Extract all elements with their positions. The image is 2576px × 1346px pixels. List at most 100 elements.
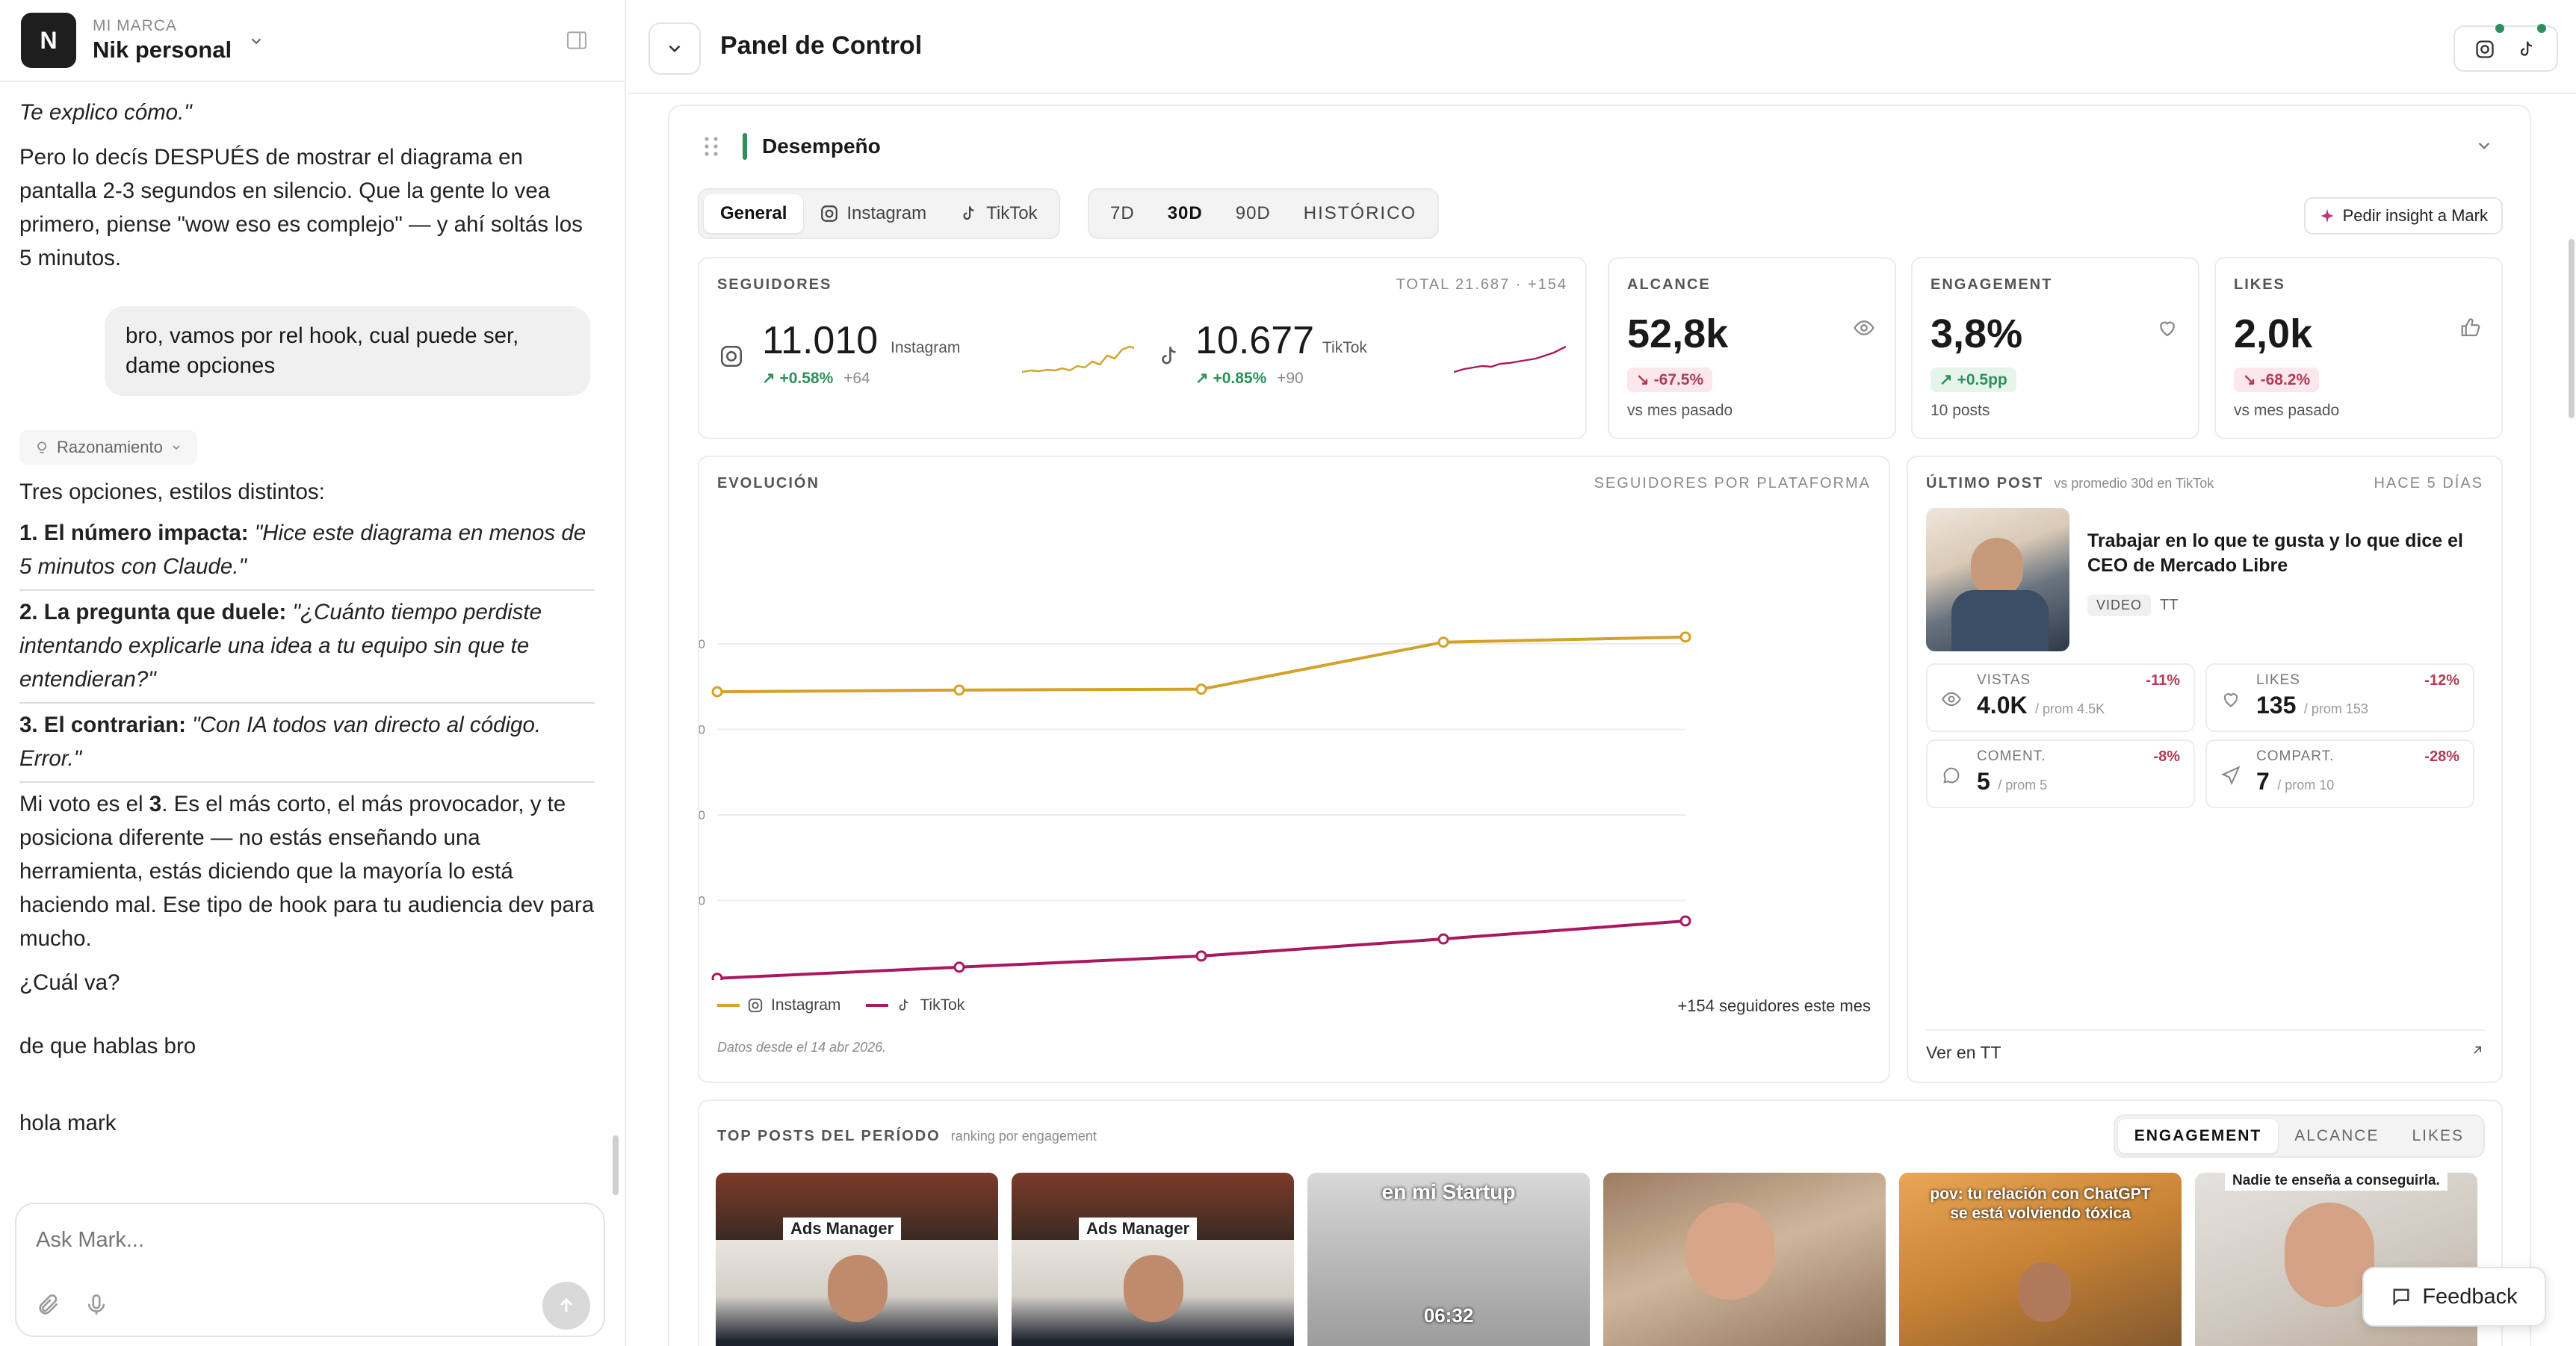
tab-label: Instagram: [846, 203, 927, 223]
post-thumbnail[interactable]: Ads Manager: [1012, 1173, 1294, 1346]
tab-engagement[interactable]: ENGAGEMENT: [2117, 1119, 2279, 1153]
collapse-button[interactable]: [648, 22, 701, 75]
chevron-down-icon[interactable]: [2474, 136, 2494, 155]
microphone-icon[interactable]: [84, 1292, 109, 1318]
option-text: "Hice este diagrama en menos de 5 minuto…: [19, 521, 586, 579]
tab-historico[interactable]: HISTÓRICO: [1303, 203, 1417, 223]
ranking-tabs: ENGAGEMENT ALCANCE LIKES: [2113, 1114, 2485, 1158]
instagram-delta: ↗ +0.58% +64: [762, 370, 870, 387]
engagement-card: ENGAGEMENT 3,8% ↗ +0.5pp 10 posts: [1911, 257, 2199, 439]
last-post-thumbnail[interactable]: [1926, 508, 2069, 651]
person-shape: [1124, 1255, 1183, 1322]
tiktok-delta: ↗ +0.85% +90: [1195, 370, 1304, 387]
thumb-up-icon: [2459, 317, 2482, 339]
metric-delta: -28%: [2424, 748, 2459, 765]
instagram-icon: [821, 205, 838, 222]
sidebar-toggle-icon[interactable]: [565, 28, 589, 52]
data-point-tiktok: [1437, 933, 1449, 945]
metric-delta: -11%: [2146, 672, 2180, 689]
followers-label: SEGUIDORES: [717, 276, 832, 293]
metric-value: 4.0K: [1977, 692, 2028, 719]
assistant-answer: Tres opciones, estilos distintos: 1. El …: [19, 475, 595, 1140]
tiktok-label: TikTok: [1322, 339, 1367, 356]
brand-logo: N: [21, 13, 76, 68]
platform-switcher: [2453, 24, 2558, 72]
kpi-label: ENGAGEMENT: [1931, 276, 2053, 293]
metric-avg: / prom 153: [2303, 701, 2368, 716]
eye-icon: [1853, 317, 1875, 339]
reasoning-toggle[interactable]: Razonamiento: [19, 430, 197, 465]
tab-30d[interactable]: 30D: [1167, 203, 1203, 223]
chat-text: Te explico cómo.": [19, 100, 192, 125]
delta-text: -68.2%: [2260, 370, 2311, 388]
metric-likes: LIKES 135 / prom 153 -12%: [2205, 663, 2474, 732]
drag-handle-icon[interactable]: [704, 136, 719, 157]
tab-instagram[interactable]: Instagram: [803, 194, 943, 233]
reasoning-label: Razonamiento: [57, 438, 163, 456]
tab-alcance[interactable]: ALCANCE: [2294, 1127, 2380, 1144]
delta-pct: +0.85%: [1213, 370, 1267, 387]
data-point-tiktok: [953, 961, 965, 973]
metric-shares: COMPART. 7 / prom 10 -28%: [2205, 739, 2474, 808]
section-accent: [743, 133, 747, 160]
chevron-down-icon[interactable]: [248, 33, 264, 49]
chat-input[interactable]: [36, 1221, 574, 1259]
metric-value-row: 7 / prom 10: [2256, 768, 2334, 795]
delta-abs: +64: [843, 370, 870, 387]
performance-card: Desempeño General Instagram TikTok 7D 30…: [668, 105, 2531, 1346]
metric-delta: -12%: [2424, 672, 2459, 689]
chevron-down-icon: [173, 445, 180, 450]
post-thumbnail[interactable]: [1603, 1173, 1886, 1346]
post-thumbnail[interactable]: pov: tu relación con ChatGPT se está vol…: [1899, 1173, 2182, 1346]
share-icon: [2220, 765, 2241, 786]
type-badge: VIDEO: [2087, 595, 2152, 616]
kpi-value: 3,8%: [1931, 311, 2023, 356]
metric-value: 135: [2256, 692, 2297, 719]
attach-icon[interactable]: [36, 1292, 61, 1318]
tab-7d[interactable]: 7D: [1110, 203, 1135, 223]
series-line-instagram: [716, 635, 1686, 694]
kpi-value: 2,0k: [2234, 311, 2313, 356]
chat-text: Tres opciones, estilos distintos:: [19, 480, 325, 504]
chevron-down-icon: [669, 45, 681, 53]
legend-label: Instagram: [771, 996, 841, 1014]
view-on-tiktok-link[interactable]: Ver en TT: [1926, 1043, 2485, 1063]
sparkle-icon: [2320, 208, 2333, 223]
top-posts-label: TOP POSTS DEL PERÍODO: [717, 1128, 941, 1144]
followers-total: TOTAL 21.687 · +154: [1396, 276, 1567, 293]
post-thumbnail[interactable]: Ads Manager: [716, 1173, 998, 1346]
evolution-subtitle: SEGUIDORES POR PLATAFORMA: [1594, 475, 1871, 491]
brand-switcher[interactable]: MI MARCA Nik personal: [93, 17, 232, 63]
chat-scrollbar[interactable]: [613, 1135, 619, 1195]
option-text: "¿Cuánto tiempo perdiste intentando expl…: [19, 600, 542, 692]
kpi-sub: vs mes pasado: [2234, 402, 2340, 419]
tab-90d[interactable]: 90D: [1235, 203, 1271, 223]
tiktok-icon[interactable]: [2516, 39, 2537, 60]
post-thumbnail[interactable]: en mi Startup 06:32: [1307, 1173, 1590, 1346]
bulb-icon: [37, 441, 46, 453]
chat-text: Pero lo decís DESPUÉS de mostrar el diag…: [19, 145, 583, 270]
data-point-tiktok: [1195, 950, 1207, 962]
insight-button[interactable]: Pedir insight a Mark: [2303, 197, 2503, 235]
brand-header: N MI MARCA Nik personal: [0, 0, 625, 82]
main-scrollbar[interactable]: [2569, 239, 2575, 418]
chat-input-box: [15, 1203, 605, 1337]
comment-icon: [1941, 765, 1962, 786]
kpi-delta: ↘ -67.5%: [1627, 367, 1713, 392]
last-post-title: Trabajar en lo que te gusta y lo que dic…: [2087, 530, 2463, 576]
option-title: 1. El número impacta:: [19, 521, 249, 545]
feedback-button[interactable]: Feedback: [2362, 1267, 2546, 1327]
chat-text: 3: [149, 792, 162, 816]
y-tick-label: 10.700: [699, 894, 705, 908]
external-link-icon: [2474, 1046, 2481, 1054]
tab-tiktok[interactable]: TikTok: [943, 194, 1053, 233]
tab-general[interactable]: General: [704, 194, 804, 233]
platform-badge: TT: [2160, 597, 2179, 613]
likes-card: LIKES 2,0k ↘ -68.2% vs mes pasado: [2214, 257, 2503, 439]
data-point-tiktok: [1679, 915, 1691, 927]
send-button[interactable]: [542, 1282, 590, 1330]
tiktok-icon: [1157, 344, 1182, 369]
tab-likes[interactable]: LIKES: [2412, 1127, 2464, 1144]
instagram-icon[interactable]: [2474, 39, 2495, 60]
